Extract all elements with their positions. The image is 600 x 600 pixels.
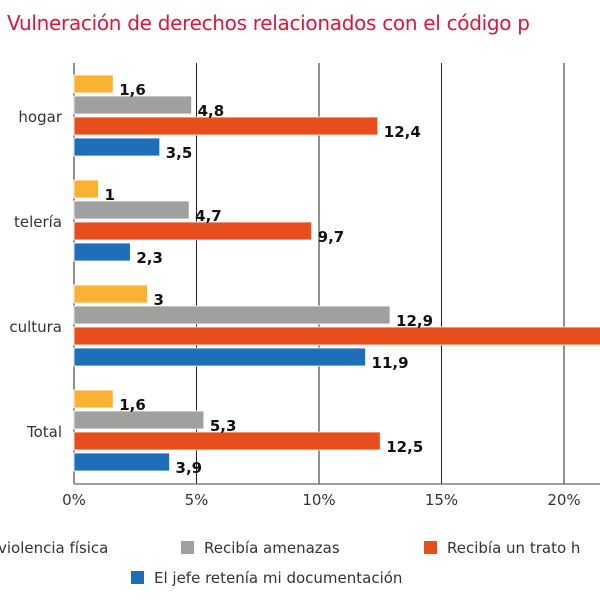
bar xyxy=(73,347,366,367)
x-tick-label: 5% xyxy=(185,491,209,509)
bar xyxy=(73,284,148,304)
data-labels: 1,6 4,8 12,4 3,5 1 4,7 9,7 2,3 3 12,9 11,9 1,6 5,3 12… xyxy=(105,81,434,477)
legend-item-trato: Recibía un trato h xyxy=(424,539,580,557)
data-label: 1,6 xyxy=(119,396,146,414)
legend-swatch-blue xyxy=(131,571,144,584)
x-tick-label: 0% xyxy=(62,491,86,509)
bar xyxy=(73,95,192,115)
bar xyxy=(73,74,114,94)
x-tick-label: 15% xyxy=(425,491,458,509)
legend-item-amenazas: Recibía amenazas xyxy=(181,539,340,557)
bar xyxy=(73,137,161,157)
data-label: 12,5 xyxy=(386,438,423,456)
legend-swatch-gray xyxy=(181,541,194,554)
legend-item-violencia-fisica: violencia física xyxy=(0,539,108,557)
category-label: Total xyxy=(26,423,62,441)
bar xyxy=(73,389,114,409)
bar xyxy=(73,305,391,325)
legend-swatch-orange xyxy=(424,541,437,554)
chart-title: Vulneración de derechos relacionados con… xyxy=(7,11,530,35)
bar xyxy=(73,116,379,136)
bar xyxy=(73,179,99,199)
data-label: 1,6 xyxy=(119,81,146,99)
data-label: 11,9 xyxy=(372,354,409,372)
bar xyxy=(73,221,313,241)
legend: violencia física Recibía amenazas Recibí… xyxy=(0,535,600,595)
data-label: 5,3 xyxy=(210,417,237,435)
category-label: cultura xyxy=(9,318,62,336)
category-label: hogar xyxy=(18,108,62,126)
legend-label: Recibía un trato h xyxy=(447,539,581,557)
data-label: 1 xyxy=(105,186,115,204)
x-tick-labels: 0% 5% 10% 15% 20% xyxy=(62,491,581,509)
bar xyxy=(73,242,131,262)
bar xyxy=(73,431,381,451)
bar xyxy=(73,410,205,430)
legend-label: Recibía amenazas xyxy=(204,539,340,557)
bar xyxy=(73,326,600,346)
data-label: 4,8 xyxy=(198,102,225,120)
category-label: telería xyxy=(14,213,62,231)
x-tick-label: 20% xyxy=(547,491,580,509)
data-label: 12,4 xyxy=(384,123,421,141)
data-label: 3 xyxy=(154,291,164,309)
data-label: 12,9 xyxy=(396,312,433,330)
data-label: 3,9 xyxy=(176,459,203,477)
legend-label: El jefe retenía mi documentación xyxy=(154,569,403,587)
data-label: 4,7 xyxy=(195,207,222,225)
bar xyxy=(73,200,190,220)
bars xyxy=(73,74,600,472)
x-tick-label: 10% xyxy=(302,491,335,509)
data-label: 2,3 xyxy=(136,249,163,267)
category-labels: hogar telería cultura Total xyxy=(9,108,62,441)
data-label: 9,7 xyxy=(318,228,345,246)
legend-item-documentacion: El jefe retenía mi documentación xyxy=(131,569,402,587)
data-label: 3,5 xyxy=(166,144,193,162)
legend-label: violencia física xyxy=(0,539,109,557)
bar xyxy=(73,452,170,472)
